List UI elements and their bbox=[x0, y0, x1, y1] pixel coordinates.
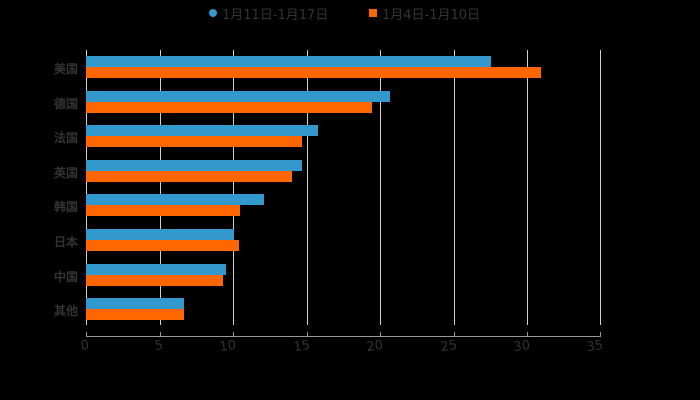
legend-item-series-1[interactable]: 1月11日-1月17日 bbox=[209, 4, 329, 23]
bar-series-1[interactable] bbox=[86, 159, 302, 171]
bar-series-2[interactable] bbox=[86, 136, 302, 148]
x-axis-tick bbox=[600, 332, 601, 337]
x-axis-tick bbox=[86, 332, 87, 337]
bar-series-1[interactable] bbox=[86, 194, 264, 206]
y-axis-category-label: 日本 bbox=[53, 235, 78, 249]
bar-series-1[interactable] bbox=[86, 229, 235, 240]
y-axis-category-label: 其他 bbox=[53, 304, 78, 319]
gridline bbox=[307, 50, 308, 325]
y-axis-category-label: 中国 bbox=[53, 269, 78, 284]
legend-label: 1月11日-1月17日 bbox=[222, 7, 329, 23]
bar-series-2[interactable] bbox=[86, 309, 185, 321]
gridline bbox=[527, 50, 528, 325]
y-axis-category-label: 英国 bbox=[53, 165, 78, 180]
legend-label: 1月4日-1月10日 bbox=[382, 7, 481, 23]
y-axis-category-label: 德国 bbox=[53, 96, 78, 111]
x-axis-tick-label: 15 bbox=[292, 338, 312, 356]
x-axis-tick bbox=[307, 332, 308, 337]
bar-series-1[interactable] bbox=[86, 125, 318, 137]
x-axis-tick bbox=[454, 332, 455, 337]
bar-series-2[interactable] bbox=[86, 205, 241, 217]
x-axis-tick bbox=[233, 332, 234, 337]
bar-series-2[interactable] bbox=[86, 170, 292, 182]
gridline bbox=[600, 50, 601, 325]
x-axis-tick-label: 5 bbox=[153, 338, 165, 355]
x-axis-tick-label: 25 bbox=[439, 338, 459, 356]
x-axis-tick bbox=[380, 332, 381, 337]
x-axis-tick bbox=[527, 332, 528, 337]
circle-marker-icon bbox=[209, 9, 217, 17]
square-marker-icon bbox=[369, 9, 377, 17]
gridline bbox=[233, 50, 234, 325]
x-axis-tick-label: 35 bbox=[585, 338, 605, 356]
bar-series-1[interactable] bbox=[86, 56, 492, 67]
bar-series-1[interactable] bbox=[86, 90, 390, 102]
x-axis-tick bbox=[160, 332, 161, 337]
gridline bbox=[454, 50, 455, 325]
bar-series-2[interactable] bbox=[86, 240, 239, 251]
bar-series-1[interactable] bbox=[86, 298, 185, 310]
bar-series-2[interactable] bbox=[86, 274, 223, 286]
gridline bbox=[160, 50, 161, 325]
y-axis-category-label: 美国 bbox=[53, 62, 78, 76]
x-axis-tick-label: 10 bbox=[218, 338, 238, 356]
legend-item-series-2[interactable]: 1月4日-1月10日 bbox=[369, 4, 481, 23]
x-axis-tick-label: 20 bbox=[365, 338, 385, 356]
gridline bbox=[380, 50, 381, 325]
bar-series-2[interactable] bbox=[86, 101, 373, 113]
x-axis-line bbox=[86, 336, 601, 337]
chart-legend: 1月11日-1月17日 1月4日-1月10日 bbox=[0, 4, 700, 23]
y-axis-category-label: 韩国 bbox=[53, 200, 78, 215]
y-axis-category-label: 法国 bbox=[53, 131, 78, 146]
bar-series-2[interactable] bbox=[86, 67, 542, 78]
gridline bbox=[86, 50, 87, 325]
x-axis-tick-label: 30 bbox=[512, 338, 532, 356]
bar-series-1[interactable] bbox=[86, 263, 226, 275]
x-axis-tick-label: 0 bbox=[79, 338, 91, 355]
